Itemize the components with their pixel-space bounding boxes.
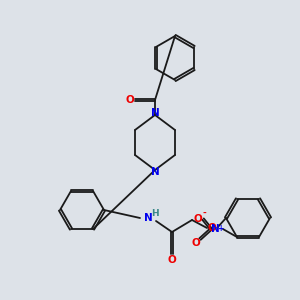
Text: -: - [202,208,206,217]
Text: O: O [194,214,202,224]
Text: N: N [211,224,219,234]
Text: N: N [151,167,159,177]
Text: O: O [168,255,176,265]
Text: N: N [144,213,152,223]
Text: N: N [151,108,159,118]
Text: O: O [126,95,134,105]
Text: O: O [192,238,200,248]
Text: +: + [217,224,223,232]
Text: H: H [151,209,159,218]
Text: O: O [208,223,216,233]
